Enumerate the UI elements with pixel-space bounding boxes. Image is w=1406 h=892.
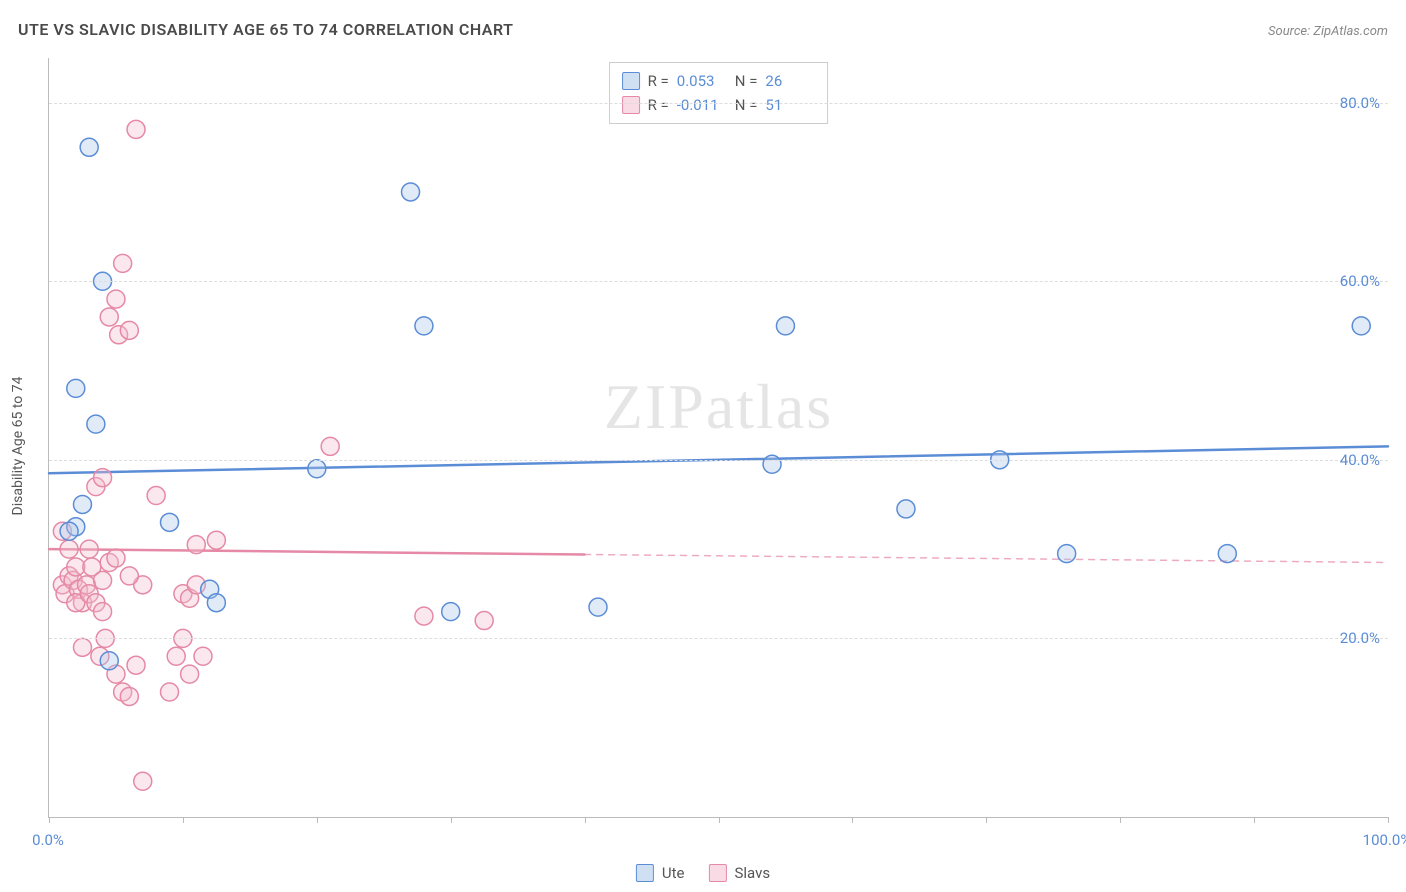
y-tick-label: 80.0%	[1340, 94, 1380, 112]
y-tick-label: 40.0%	[1340, 451, 1380, 469]
gridline	[49, 460, 1388, 461]
source-label: Source: ZipAtlas.com	[1268, 24, 1388, 39]
correlation-chart: UTE VS SLAVIC DISABILITY AGE 65 TO 74 CO…	[0, 0, 1406, 892]
y-tick-label: 20.0%	[1340, 629, 1380, 647]
x-tick	[1388, 817, 1389, 823]
x-tick	[585, 817, 586, 823]
x-tick	[183, 817, 184, 823]
x-tick	[1254, 817, 1255, 823]
legend-swatch-slavs	[708, 864, 726, 882]
x-tick-label: 100.0%	[1363, 831, 1406, 849]
y-axis-label: Disability Age 65 to 74	[10, 377, 26, 516]
legend-item-ute: Ute	[636, 864, 685, 882]
x-tick	[986, 817, 987, 823]
legend-series: Ute Slavs	[636, 864, 770, 882]
legend-label: Slavs	[734, 864, 770, 882]
plot-area: ZIPatlas R = 0.053 N = 26 R = -0.011 N =…	[48, 58, 1388, 818]
x-tick	[1120, 817, 1121, 823]
plot-svg	[49, 58, 1388, 817]
y-tick-label: 60.0%	[1340, 272, 1380, 290]
gridline	[49, 281, 1388, 282]
legend-label: Ute	[662, 864, 685, 882]
x-tick	[49, 817, 50, 823]
x-tick	[317, 817, 318, 823]
chart-title: UTE VS SLAVIC DISABILITY AGE 65 TO 74 CO…	[18, 20, 513, 39]
x-tick	[852, 817, 853, 823]
x-tick-label: 0.0%	[32, 831, 64, 849]
x-tick	[719, 817, 720, 823]
gridline	[49, 103, 1388, 104]
gridline	[49, 638, 1388, 639]
legend-item-slavs: Slavs	[708, 864, 770, 882]
legend-swatch-ute	[636, 864, 654, 882]
x-tick	[451, 817, 452, 823]
